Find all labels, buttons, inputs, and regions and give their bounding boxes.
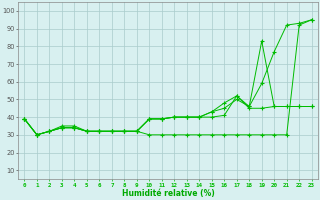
X-axis label: Humidité relative (%): Humidité relative (%) — [122, 189, 214, 198]
